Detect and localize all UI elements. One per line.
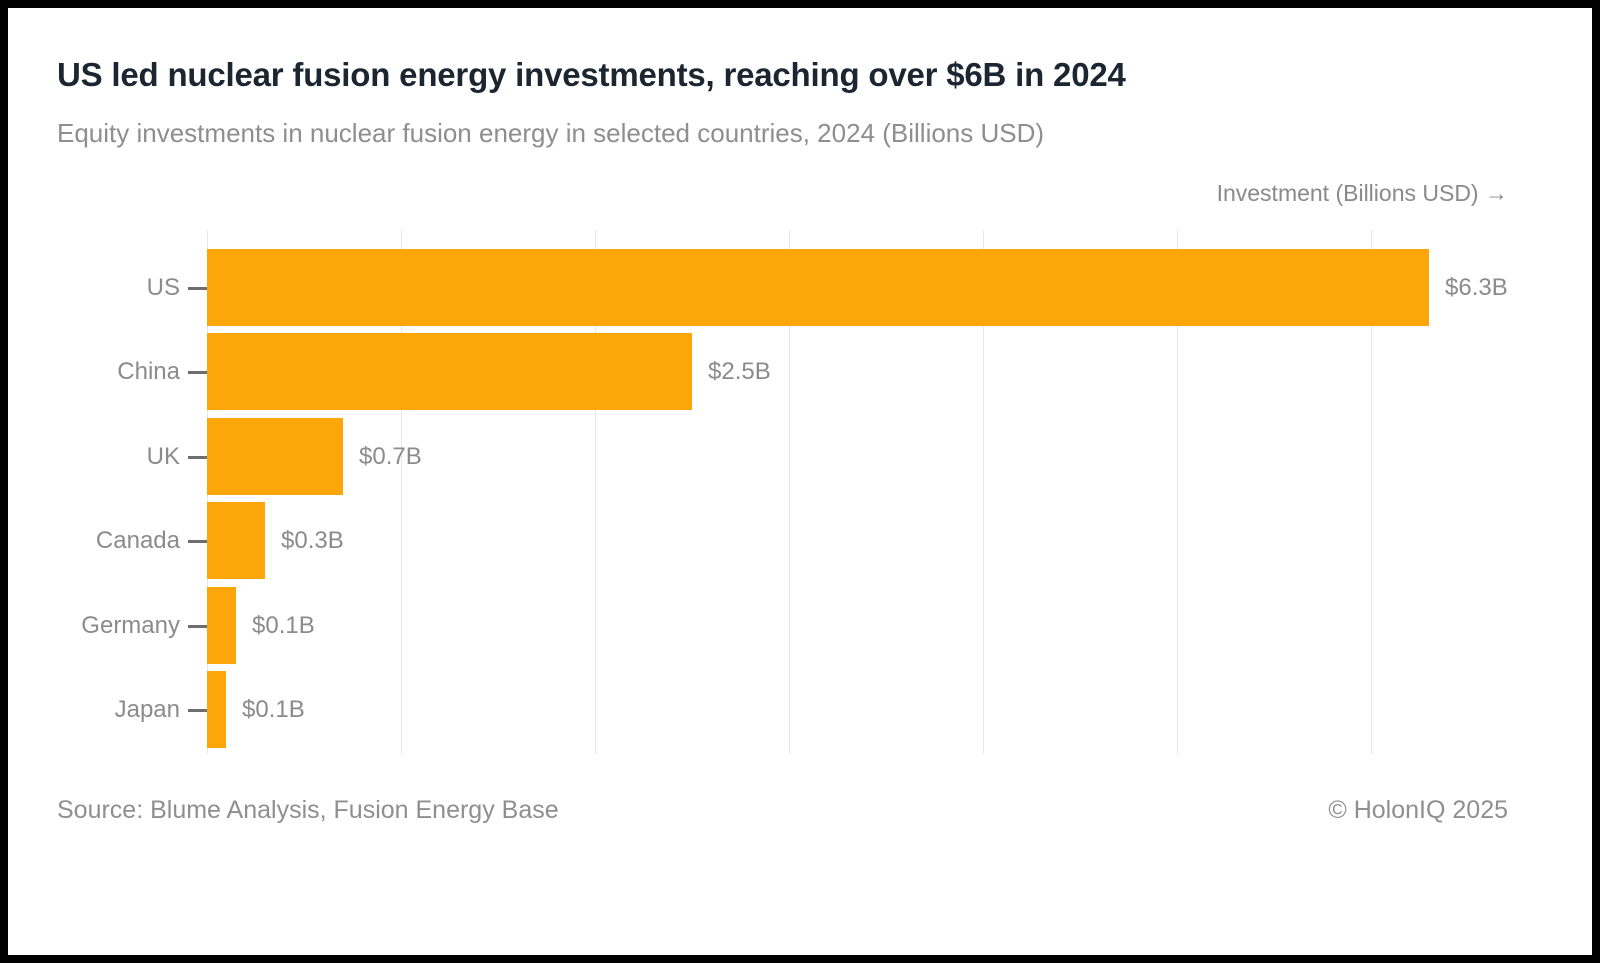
axis-tick	[188, 371, 207, 374]
category-label: UK	[146, 443, 180, 470]
gridline	[1371, 230, 1372, 754]
bar-canada	[207, 502, 265, 579]
category-label: US	[146, 274, 180, 301]
bar-value-label: $0.1B	[242, 696, 305, 723]
bar-china	[207, 333, 692, 410]
bar-value-label: $0.7B	[359, 443, 422, 470]
bar-uk	[207, 418, 343, 495]
x-axis-label: Investment (Billions USD) →	[1216, 180, 1508, 206]
bar-chart: US $6.3B China $2.5B UK $0.7B Canada $0.3B Germa…	[8, 8, 1592, 955]
gridline	[1177, 230, 1178, 754]
gridline	[595, 230, 596, 754]
gridline	[983, 230, 984, 754]
page-title: US led nuclear fusion energy investments…	[57, 56, 1126, 93]
chart-card: US led nuclear fusion energy investments…	[8, 8, 1592, 955]
bar-value-label: $0.3B	[281, 527, 344, 554]
bar-value-label: $0.1B	[252, 612, 315, 639]
axis-tick	[188, 625, 207, 628]
axis-tick	[188, 456, 207, 459]
bar-germany	[207, 587, 236, 664]
gridline	[789, 230, 790, 754]
bar-japan	[207, 671, 226, 748]
bar-us	[207, 249, 1429, 326]
page-subtitle: Equity investments in nuclear fusion ene…	[57, 118, 1045, 148]
axis-tick	[188, 709, 207, 712]
bar-value-label: $2.5B	[708, 358, 771, 385]
axis-tick	[188, 540, 207, 543]
category-label: Germany	[81, 612, 180, 639]
category-label: Japan	[114, 696, 180, 723]
copyright-note: © HolonIQ 2025	[1328, 796, 1508, 824]
category-label: China	[117, 358, 180, 385]
bar-value-label: $6.3B	[1445, 274, 1508, 301]
axis-tick	[188, 287, 207, 290]
gridline	[401, 230, 402, 754]
source-note: Source: Blume Analysis, Fusion Energy Ba…	[57, 796, 559, 824]
category-label: Canada	[95, 527, 180, 554]
